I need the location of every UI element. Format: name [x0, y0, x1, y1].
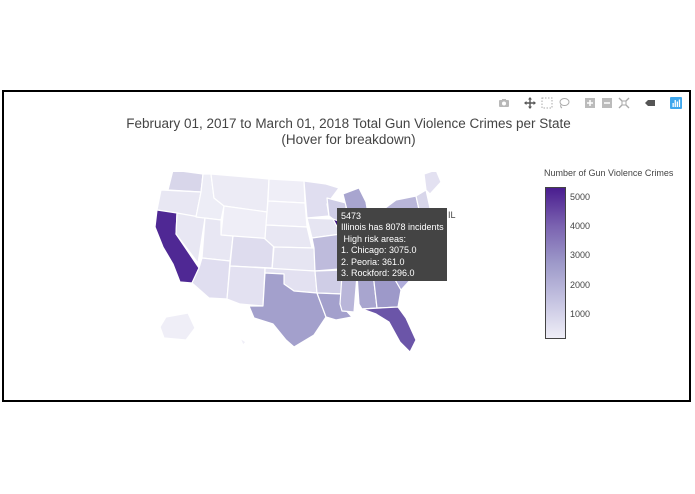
tooltip-area-3: 3. Rockford: 296.0 [341, 268, 415, 279]
tooltip-state-label: IL [448, 210, 456, 220]
toggle-hover-icon[interactable] [643, 96, 657, 110]
plot-frame: February 01, 2017 to March 01, 2018 Tota… [2, 90, 691, 402]
state-me [423, 172, 442, 195]
tooltip-area-1: 1. Chicago: 3075.0 [341, 245, 417, 256]
colorbar-title: Number of Gun Violence Crimes [544, 168, 674, 178]
chart-title-line1: February 01, 2017 to March 01, 2018 Tota… [126, 116, 571, 131]
state-hi [239, 337, 247, 346]
colorbar [545, 187, 566, 339]
chart-title-line2: (Hover for breakdown) [281, 132, 416, 147]
colorbar-tick: 1000 [570, 309, 591, 319]
state-sd [265, 200, 308, 228]
state-ne [264, 224, 313, 249]
tooltip-value: 5473 [341, 211, 362, 221]
reset-icon[interactable] [617, 96, 631, 110]
zoom-in-icon[interactable] [583, 96, 597, 110]
tooltip-incidents: Illinois has 8078 incidents [341, 222, 444, 233]
tooltip-area-2: 2. Peoria: 361.0 [341, 256, 405, 267]
modebar [497, 96, 683, 110]
state-wa [167, 172, 204, 193]
chart-title: February 01, 2017 to March 01, 2018 Tota… [4, 116, 693, 148]
state-fl [361, 306, 417, 352]
state-ks [271, 246, 316, 272]
state-ak [159, 312, 196, 341]
plotly-logo-icon[interactable] [669, 96, 683, 110]
camera-icon[interactable] [497, 96, 511, 110]
colorbar-tick: 2000 [570, 280, 591, 290]
tooltip-risk-header: High risk areas: [341, 233, 407, 244]
pan-icon[interactable] [523, 96, 537, 110]
state-wy [220, 205, 268, 240]
hover-tooltip: 5473 Illinois has 8078 incidents High ri… [337, 208, 447, 281]
zoom-out-icon[interactable] [600, 96, 614, 110]
colorbar-tick: 4000 [570, 221, 591, 231]
lasso-icon[interactable] [557, 96, 571, 110]
colorbar-tick: 3000 [570, 250, 591, 260]
state-nm [226, 265, 266, 307]
state-tx [248, 272, 327, 348]
colorbar-tick: 5000 [570, 192, 591, 202]
state-az [191, 257, 231, 300]
box-select-icon[interactable] [540, 96, 554, 110]
state-nd [267, 178, 306, 204]
